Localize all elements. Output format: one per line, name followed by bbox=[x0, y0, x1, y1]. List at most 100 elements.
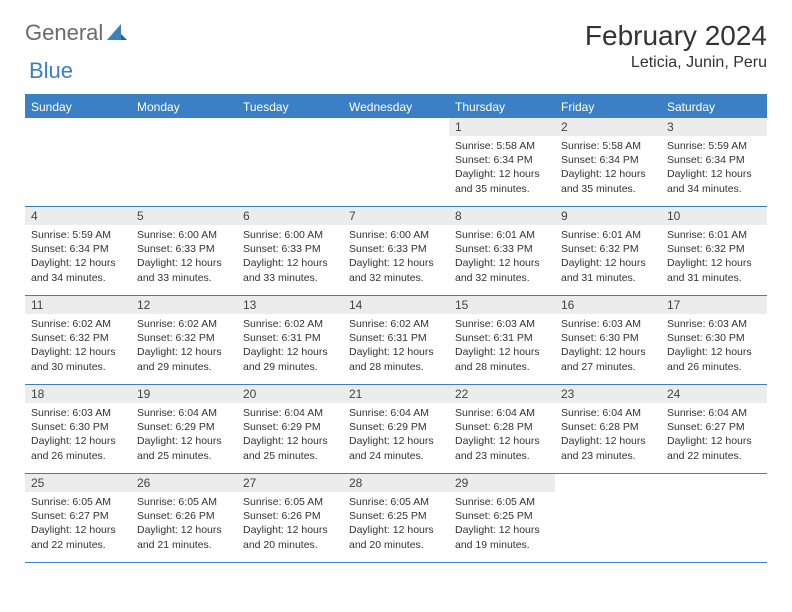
day-cell-21: 21Sunrise: 6:04 AMSunset: 6:29 PMDayligh… bbox=[343, 385, 449, 474]
day-cell-9: 9Sunrise: 6:01 AMSunset: 6:32 PMDaylight… bbox=[555, 207, 661, 296]
day-cell-28: 28Sunrise: 6:05 AMSunset: 6:25 PMDayligh… bbox=[343, 474, 449, 563]
weekday-tuesday: Tuesday bbox=[237, 95, 343, 118]
day-cell-4: 4Sunrise: 5:59 AMSunset: 6:34 PMDaylight… bbox=[25, 207, 131, 296]
day-cell-14: 14Sunrise: 6:02 AMSunset: 6:31 PMDayligh… bbox=[343, 296, 449, 385]
day-number: 19 bbox=[131, 385, 237, 403]
day-details: Sunrise: 6:03 AMSunset: 6:30 PMDaylight:… bbox=[661, 314, 767, 378]
day-cell-5: 5Sunrise: 6:00 AMSunset: 6:33 PMDaylight… bbox=[131, 207, 237, 296]
day-cell-18: 18Sunrise: 6:03 AMSunset: 6:30 PMDayligh… bbox=[25, 385, 131, 474]
day-number: 1 bbox=[449, 118, 555, 136]
day-details: Sunrise: 5:59 AMSunset: 6:34 PMDaylight:… bbox=[661, 136, 767, 200]
day-details: Sunrise: 6:02 AMSunset: 6:32 PMDaylight:… bbox=[131, 314, 237, 378]
day-number: 10 bbox=[661, 207, 767, 225]
calendar-body: 1Sunrise: 5:58 AMSunset: 6:34 PMDaylight… bbox=[25, 118, 767, 563]
weekday-saturday: Saturday bbox=[661, 95, 767, 118]
day-number: 14 bbox=[343, 296, 449, 314]
weekday-friday: Friday bbox=[555, 95, 661, 118]
day-number: 23 bbox=[555, 385, 661, 403]
day-cell-29: 29Sunrise: 6:05 AMSunset: 6:25 PMDayligh… bbox=[449, 474, 555, 563]
day-details: Sunrise: 6:05 AMSunset: 6:25 PMDaylight:… bbox=[449, 492, 555, 556]
day-number: 7 bbox=[343, 207, 449, 225]
day-number: 4 bbox=[25, 207, 131, 225]
day-details: Sunrise: 6:04 AMSunset: 6:27 PMDaylight:… bbox=[661, 403, 767, 467]
day-details: Sunrise: 5:59 AMSunset: 6:34 PMDaylight:… bbox=[25, 225, 131, 289]
day-details: Sunrise: 6:05 AMSunset: 6:26 PMDaylight:… bbox=[237, 492, 343, 556]
day-number: 2 bbox=[555, 118, 661, 136]
day-details: Sunrise: 6:05 AMSunset: 6:26 PMDaylight:… bbox=[131, 492, 237, 556]
day-cell-20: 20Sunrise: 6:04 AMSunset: 6:29 PMDayligh… bbox=[237, 385, 343, 474]
day-number: 5 bbox=[131, 207, 237, 225]
day-cell-25: 25Sunrise: 6:05 AMSunset: 6:27 PMDayligh… bbox=[25, 474, 131, 563]
day-cell-8: 8Sunrise: 6:01 AMSunset: 6:33 PMDaylight… bbox=[449, 207, 555, 296]
day-number: 15 bbox=[449, 296, 555, 314]
brand-logo: General bbox=[25, 20, 127, 46]
day-cell-16: 16Sunrise: 6:03 AMSunset: 6:30 PMDayligh… bbox=[555, 296, 661, 385]
day-cell-11: 11Sunrise: 6:02 AMSunset: 6:32 PMDayligh… bbox=[25, 296, 131, 385]
empty-cell bbox=[237, 118, 343, 207]
day-cell-6: 6Sunrise: 6:00 AMSunset: 6:33 PMDaylight… bbox=[237, 207, 343, 296]
day-details: Sunrise: 6:00 AMSunset: 6:33 PMDaylight:… bbox=[237, 225, 343, 289]
brand-part1: General bbox=[25, 20, 103, 46]
weekday-thursday: Thursday bbox=[449, 95, 555, 118]
day-number: 16 bbox=[555, 296, 661, 314]
day-details: Sunrise: 6:01 AMSunset: 6:32 PMDaylight:… bbox=[555, 225, 661, 289]
day-details: Sunrise: 6:04 AMSunset: 6:29 PMDaylight:… bbox=[237, 403, 343, 467]
day-number: 24 bbox=[661, 385, 767, 403]
weekday-header-row: SundayMondayTuesdayWednesdayThursdayFrid… bbox=[25, 95, 767, 118]
day-details: Sunrise: 6:04 AMSunset: 6:29 PMDaylight:… bbox=[131, 403, 237, 467]
day-details: Sunrise: 6:05 AMSunset: 6:25 PMDaylight:… bbox=[343, 492, 449, 556]
day-cell-3: 3Sunrise: 5:59 AMSunset: 6:34 PMDaylight… bbox=[661, 118, 767, 207]
day-details: Sunrise: 6:03 AMSunset: 6:30 PMDaylight:… bbox=[25, 403, 131, 467]
day-number: 17 bbox=[661, 296, 767, 314]
day-details: Sunrise: 6:04 AMSunset: 6:28 PMDaylight:… bbox=[555, 403, 661, 467]
day-details: Sunrise: 6:01 AMSunset: 6:32 PMDaylight:… bbox=[661, 225, 767, 289]
day-cell-12: 12Sunrise: 6:02 AMSunset: 6:32 PMDayligh… bbox=[131, 296, 237, 385]
day-details: Sunrise: 6:01 AMSunset: 6:33 PMDaylight:… bbox=[449, 225, 555, 289]
weekday-monday: Monday bbox=[131, 95, 237, 118]
day-cell-15: 15Sunrise: 6:03 AMSunset: 6:31 PMDayligh… bbox=[449, 296, 555, 385]
day-number: 21 bbox=[343, 385, 449, 403]
day-number: 3 bbox=[661, 118, 767, 136]
day-details: Sunrise: 6:00 AMSunset: 6:33 PMDaylight:… bbox=[131, 225, 237, 289]
location-text: Leticia, Junin, Peru bbox=[585, 54, 767, 72]
day-number: 28 bbox=[343, 474, 449, 492]
day-number: 9 bbox=[555, 207, 661, 225]
day-number: 6 bbox=[237, 207, 343, 225]
day-cell-26: 26Sunrise: 6:05 AMSunset: 6:26 PMDayligh… bbox=[131, 474, 237, 563]
calendar-row: 25Sunrise: 6:05 AMSunset: 6:27 PMDayligh… bbox=[25, 474, 767, 563]
calendar-row: 11Sunrise: 6:02 AMSunset: 6:32 PMDayligh… bbox=[25, 296, 767, 385]
calendar-row: 18Sunrise: 6:03 AMSunset: 6:30 PMDayligh… bbox=[25, 385, 767, 474]
day-number: 13 bbox=[237, 296, 343, 314]
empty-cell bbox=[343, 118, 449, 207]
day-number: 29 bbox=[449, 474, 555, 492]
month-title: February 2024 bbox=[585, 20, 767, 52]
day-details: Sunrise: 6:03 AMSunset: 6:30 PMDaylight:… bbox=[555, 314, 661, 378]
day-details: Sunrise: 6:03 AMSunset: 6:31 PMDaylight:… bbox=[449, 314, 555, 378]
day-number: 12 bbox=[131, 296, 237, 314]
day-details: Sunrise: 6:04 AMSunset: 6:28 PMDaylight:… bbox=[449, 403, 555, 467]
day-details: Sunrise: 6:02 AMSunset: 6:31 PMDaylight:… bbox=[237, 314, 343, 378]
empty-cell bbox=[25, 118, 131, 207]
day-number: 18 bbox=[25, 385, 131, 403]
day-details: Sunrise: 6:02 AMSunset: 6:31 PMDaylight:… bbox=[343, 314, 449, 378]
day-cell-2: 2Sunrise: 5:58 AMSunset: 6:34 PMDaylight… bbox=[555, 118, 661, 207]
day-cell-1: 1Sunrise: 5:58 AMSunset: 6:34 PMDaylight… bbox=[449, 118, 555, 207]
day-details: Sunrise: 6:00 AMSunset: 6:33 PMDaylight:… bbox=[343, 225, 449, 289]
day-number: 26 bbox=[131, 474, 237, 492]
day-number: 20 bbox=[237, 385, 343, 403]
day-details: Sunrise: 6:04 AMSunset: 6:29 PMDaylight:… bbox=[343, 403, 449, 467]
day-details: Sunrise: 5:58 AMSunset: 6:34 PMDaylight:… bbox=[449, 136, 555, 200]
day-details: Sunrise: 6:05 AMSunset: 6:27 PMDaylight:… bbox=[25, 492, 131, 556]
day-number: 27 bbox=[237, 474, 343, 492]
day-cell-27: 27Sunrise: 6:05 AMSunset: 6:26 PMDayligh… bbox=[237, 474, 343, 563]
weekday-wednesday: Wednesday bbox=[343, 95, 449, 118]
empty-cell bbox=[555, 474, 661, 563]
empty-cell bbox=[661, 474, 767, 563]
day-cell-13: 13Sunrise: 6:02 AMSunset: 6:31 PMDayligh… bbox=[237, 296, 343, 385]
day-cell-23: 23Sunrise: 6:04 AMSunset: 6:28 PMDayligh… bbox=[555, 385, 661, 474]
day-cell-7: 7Sunrise: 6:00 AMSunset: 6:33 PMDaylight… bbox=[343, 207, 449, 296]
brand-sail-icon bbox=[107, 24, 127, 42]
brand-part2: Blue bbox=[29, 58, 73, 84]
day-details: Sunrise: 6:02 AMSunset: 6:32 PMDaylight:… bbox=[25, 314, 131, 378]
day-number: 11 bbox=[25, 296, 131, 314]
